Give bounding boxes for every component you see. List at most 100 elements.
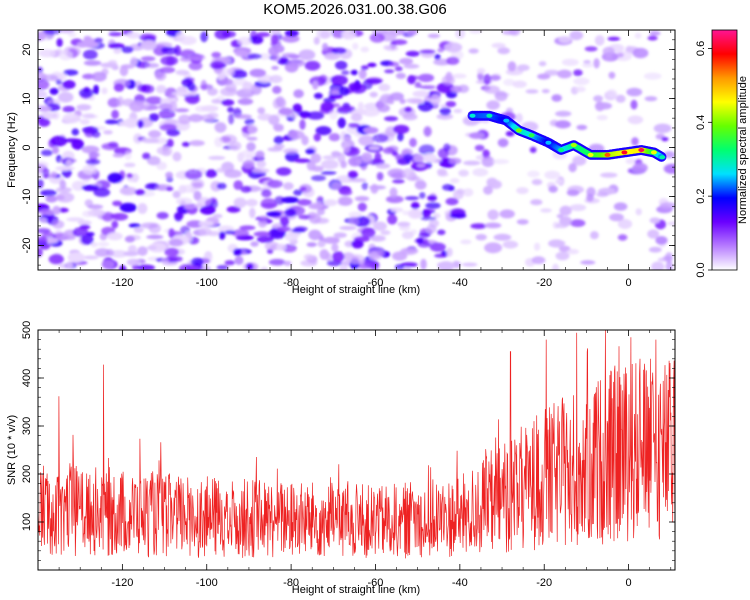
spectrogram-noise-blob xyxy=(184,169,203,180)
spectrogram-noise-blob xyxy=(573,77,590,86)
spectrogram-noise-blob xyxy=(79,88,94,98)
spectrogram-noise-blob xyxy=(486,100,500,110)
spectrogram-noise-blob xyxy=(90,241,98,248)
spectrogram-noise-blob xyxy=(332,251,345,263)
spectrogram-noise-blob xyxy=(392,179,405,184)
spectrogram-noise-blob xyxy=(59,179,67,190)
spectrogram-noise-blob xyxy=(271,34,278,45)
spectrogram-noise-blob xyxy=(499,209,515,219)
spectrogram-noise-blob xyxy=(423,126,432,137)
spectrogram-noise-blob xyxy=(352,42,359,50)
spectrogram-noise-blob xyxy=(161,47,178,55)
spectrogram-noise-blob xyxy=(572,155,587,166)
spectrogram-noise-blob xyxy=(332,182,342,191)
spectrogram-noise-blob xyxy=(156,161,168,171)
spectrogram-noise-blob xyxy=(251,168,270,174)
spectrogram-noise-blob xyxy=(596,115,608,121)
spectrogram-noise-blob xyxy=(433,213,441,219)
spectrogram-noise-blob xyxy=(548,239,565,248)
spectrogram-noise-blob xyxy=(593,95,603,102)
spectrogram-noise-blob xyxy=(483,185,493,195)
spectrogram-noise-blob xyxy=(469,30,483,34)
spectrogram-noise-blob xyxy=(247,123,258,135)
spectrogram-noise-blob xyxy=(626,87,643,97)
spectrogram-noise-blob xyxy=(208,155,226,160)
spectrogram-noise-blob xyxy=(82,210,94,218)
y-tick-label: 100 xyxy=(21,513,33,531)
spectrogram-noise-blob xyxy=(414,81,422,88)
spectrogram-noise-blob xyxy=(137,203,148,214)
spectrogram-noise-blob xyxy=(380,95,388,103)
spectrogram-noise-blob xyxy=(137,84,147,92)
spectrogram-noise-blob xyxy=(338,196,353,206)
spectrogram-noise-blob xyxy=(387,214,398,225)
spectrogram-noise-blob xyxy=(256,32,271,38)
spectrogram-noise-blob xyxy=(76,41,88,48)
spectrogram-noise-blob xyxy=(113,47,122,54)
spectrogram-noise-blob xyxy=(255,150,265,159)
x-tick-label: -100 xyxy=(196,577,218,589)
spectrogram-noise-blob xyxy=(237,98,254,105)
snr-x-ticks: -120 -100 -80 -60 -40 -20 0 xyxy=(58,330,672,589)
spectrogram-noise-blob xyxy=(234,114,252,119)
spectrogram-noise-blob xyxy=(608,71,616,79)
spectrogram-noise-blob xyxy=(158,108,176,120)
spectrogram-noise-blob xyxy=(312,80,319,90)
spectrogram-noise-blob xyxy=(446,56,460,65)
spectrogram-noise-blob xyxy=(385,45,399,52)
spectrogram-noise-blob xyxy=(320,170,337,175)
spectrogram-noise-blob xyxy=(363,126,379,134)
spectrogram-noise-blob xyxy=(575,86,586,93)
ridge-point xyxy=(503,118,510,123)
spectrogram-noise-blob xyxy=(625,45,633,53)
spectrogram-noise-blob xyxy=(250,241,259,247)
spectrogram-noise-blob xyxy=(444,42,463,53)
spectrogram-noise-blob xyxy=(148,130,162,138)
spectrogram-noise-blob xyxy=(216,167,227,173)
spectrogram-noise-blob xyxy=(505,130,515,137)
spectrogram-noise-blob xyxy=(416,237,424,244)
y-tick-label: 0 xyxy=(21,144,33,150)
spectrogram-noise-blob xyxy=(617,219,633,229)
spectrogram-noise-blob xyxy=(487,209,499,221)
spectrogram-noise-blob xyxy=(339,188,353,196)
spectrogram-noise-blob xyxy=(368,146,380,151)
spectrogram-noise-blob xyxy=(298,49,316,61)
spectrogram-noise-blob xyxy=(324,53,341,60)
spectrogram-noise-blob xyxy=(308,203,323,210)
spectrogram-noise-blob xyxy=(427,33,440,39)
spectrogram-noise-blob xyxy=(502,30,517,35)
spectrogram-noise-blob xyxy=(188,114,204,123)
spectrogram-noise-blob xyxy=(166,186,174,191)
spectrogram-noise-blob xyxy=(58,30,75,34)
spectrogram-noise-blob xyxy=(316,30,332,39)
spectrogram-noise-blob xyxy=(406,30,418,36)
spectrogram-noise-blob xyxy=(190,178,205,190)
spectrogram-noise-blob xyxy=(566,189,580,196)
spectrogram-noise-blob xyxy=(273,125,284,132)
spectrogram-noise-blob xyxy=(107,97,121,108)
spectrogram-noise-blob xyxy=(155,85,167,94)
spectrogram-noise-blob xyxy=(561,58,579,66)
spectrogram-noise-blob xyxy=(169,238,184,247)
spectrogram-noise-blob xyxy=(404,106,413,113)
spectrogram-noise-blob xyxy=(261,189,272,198)
spectrogram-noise-blob xyxy=(399,98,406,105)
spectrogram-noise-blob xyxy=(268,258,286,266)
spectrogram-noise-blob xyxy=(84,127,95,138)
colorbar-ticks: 0.0 0.2 0.4 0.6 xyxy=(695,41,712,278)
spectrogram-noise-blob xyxy=(472,168,489,177)
spectrogram-noise-blob xyxy=(247,53,262,59)
spectrogram-noise-blob xyxy=(229,141,242,151)
spectrogram-noise-blob xyxy=(159,123,177,132)
spectrogram-noise-blob xyxy=(282,243,297,253)
spectrogram-noise-blob xyxy=(489,180,502,189)
spectrogram-noise-blob xyxy=(434,54,441,60)
spectrogram-noise-blob xyxy=(200,114,215,122)
spectrogram-noise-blob xyxy=(402,113,418,121)
spectrogram-noise-blob xyxy=(133,226,144,233)
spectrogram-noise-blob xyxy=(554,120,571,129)
colorbar-tick-label: 0.6 xyxy=(695,41,707,56)
spectrogram-noise-blob xyxy=(38,247,43,258)
spectrogram-noise-blob xyxy=(294,158,311,163)
